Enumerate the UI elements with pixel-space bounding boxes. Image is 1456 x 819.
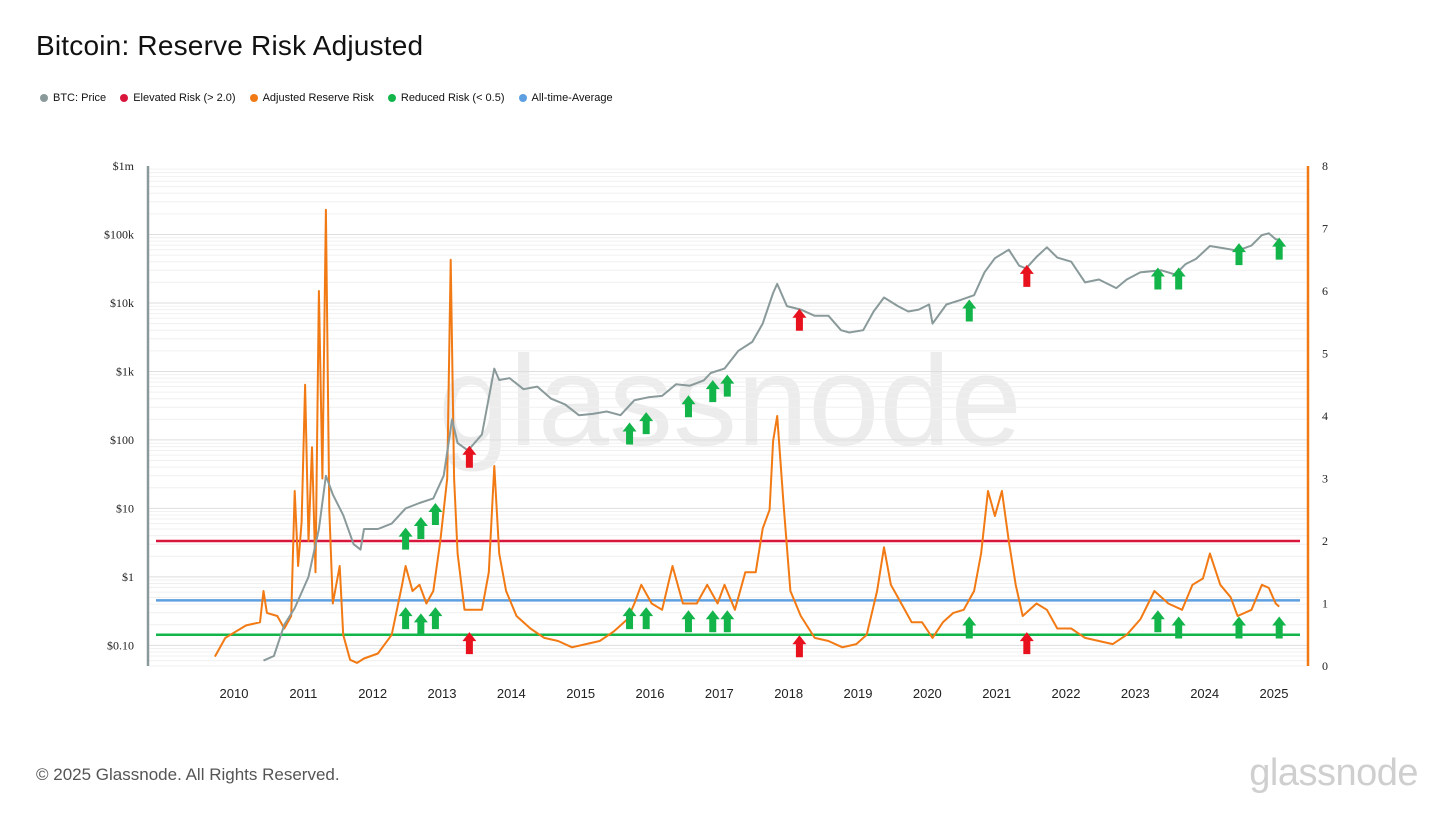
reduced-risk-up-arrow-icon xyxy=(639,607,654,630)
right-tick-label: 2 xyxy=(1322,534,1328,548)
x-tick-label: 2021 xyxy=(982,686,1011,701)
legend-label: All-time-Average xyxy=(531,92,613,104)
legend-item[interactable]: Reduced Risk (< 0.5) xyxy=(387,92,505,104)
reduced-risk-up-arrow-icon xyxy=(398,527,413,550)
left-tick-label: $1k xyxy=(116,364,134,378)
elevated-risk-red-arrow-icon xyxy=(792,308,807,331)
x-tick-label: 2016 xyxy=(636,686,665,701)
btc-price-line xyxy=(263,232,1280,662)
left-tick-label: $0.10 xyxy=(107,638,134,652)
legend-label: Adjusted Reserve Risk xyxy=(262,92,374,104)
reduced-risk-up-arrow-icon xyxy=(1150,267,1165,290)
right-tick-label: 1 xyxy=(1322,597,1328,611)
legend-label: Reduced Risk (< 0.5) xyxy=(400,92,505,104)
reduced-risk-up-arrow-icon xyxy=(639,412,654,435)
x-tick-label: 2019 xyxy=(844,686,873,701)
reduced-risk-up-arrow-icon xyxy=(962,616,977,639)
right-tick-label: 6 xyxy=(1322,284,1328,298)
reduced-risk-up-arrow-icon xyxy=(428,503,443,526)
reduced-risk-up-arrow-icon xyxy=(720,610,735,633)
legend-label: BTC: Price xyxy=(53,92,107,104)
x-tick-label: 2013 xyxy=(428,686,457,701)
left-tick-label: $1 xyxy=(122,570,134,584)
footer-copyright: © 2025 Glassnode. All Rights Reserved. xyxy=(36,765,340,784)
reduced-risk-up-arrow-icon xyxy=(705,610,720,633)
x-tick-label: 2022 xyxy=(1052,686,1081,701)
reduced-risk-up-arrow-icon xyxy=(681,610,696,633)
x-tick-label: 2015 xyxy=(566,686,595,701)
right-tick-label: 0 xyxy=(1322,659,1328,673)
x-tick-label: 2025 xyxy=(1260,686,1289,701)
x-tick-label: 2024 xyxy=(1190,686,1219,701)
right-tick-label: 3 xyxy=(1322,472,1328,486)
reduced-risk-up-arrow-icon xyxy=(1231,243,1246,266)
left-tick-label: $10 xyxy=(116,501,134,515)
reduced-risk-up-arrow-icon xyxy=(962,299,977,322)
reduced-risk-up-arrow-icon xyxy=(413,613,428,636)
reduced-risk-up-arrow-icon xyxy=(681,395,696,418)
legend-marker-dot xyxy=(387,94,396,102)
legend-marker-dot xyxy=(40,94,48,102)
reduced-risk-up-arrow-icon xyxy=(428,607,443,630)
elevated-risk-red-arrow-icon xyxy=(462,445,477,468)
left-tick-label: $100k xyxy=(104,227,134,241)
reduced-risk-up-arrow-icon xyxy=(1272,616,1287,639)
legend-item[interactable]: All-time-Average xyxy=(518,92,613,104)
watermark-text: glassnode xyxy=(438,330,1022,473)
reduced-risk-up-arrow-icon xyxy=(1272,237,1287,260)
legend-item[interactable]: BTC: Price xyxy=(40,92,106,104)
right-tick-label: 7 xyxy=(1322,222,1328,236)
elevated-risk-red-arrow-icon xyxy=(1019,264,1034,287)
reduced-risk-up-arrow-icon xyxy=(1231,616,1246,639)
x-tick-label: 2018 xyxy=(774,686,803,701)
left-tick-label: $100 xyxy=(110,433,134,447)
x-tick-label: 2020 xyxy=(913,686,942,701)
elevated-risk-red-arrow-icon xyxy=(1019,632,1034,655)
reduced-risk-up-arrow-icon xyxy=(1150,610,1165,633)
legend-marker-dot xyxy=(518,94,527,102)
elevated-risk-red-arrow-icon xyxy=(462,632,477,655)
reduced-risk-up-arrow-icon xyxy=(1171,267,1186,290)
legend-item[interactable]: Elevated Risk (> 2.0) xyxy=(120,92,236,104)
reduced-risk-up-arrow-icon xyxy=(622,422,637,445)
x-tick-label: 2023 xyxy=(1121,686,1150,701)
legend-marker-dot xyxy=(120,94,129,102)
x-tick-label: 2014 xyxy=(497,686,526,701)
reduced-risk-up-arrow-icon xyxy=(413,517,428,540)
reduced-risk-up-arrow-icon xyxy=(622,607,637,630)
reduced-risk-up-arrow-icon xyxy=(1171,616,1186,639)
x-tick-label: 2010 xyxy=(220,686,249,701)
elevated-risk-red-arrow-icon xyxy=(792,635,807,658)
reduced-risk-up-arrow-icon xyxy=(720,374,735,397)
reduced-risk-up-arrow-icon xyxy=(398,607,413,630)
legend-marker-dot xyxy=(249,94,258,102)
legend-item[interactable]: Adjusted Reserve Risk xyxy=(249,92,374,104)
x-tick-label: 2017 xyxy=(705,686,734,701)
adjusted-reserve-risk-line xyxy=(214,208,1280,664)
x-tick-label: 2012 xyxy=(358,686,387,701)
right-tick-label: 5 xyxy=(1322,347,1328,361)
footer-logo: glassnode xyxy=(1249,752,1418,794)
right-tick-label: 8 xyxy=(1322,159,1328,173)
left-tick-label: $1m xyxy=(113,159,135,173)
chart-title: Bitcoin: Reserve Risk Adjusted xyxy=(36,30,424,61)
legend-label: Elevated Risk (> 2.0) xyxy=(133,92,236,104)
right-tick-label: 4 xyxy=(1322,409,1328,423)
left-tick-label: $10k xyxy=(110,296,134,310)
chart-legend: BTC: Price Elevated Risk (> 2.0) Adjusted … xyxy=(40,92,613,104)
reduced-risk-up-arrow-icon xyxy=(705,380,720,403)
x-tick-label: 2011 xyxy=(289,686,317,701)
